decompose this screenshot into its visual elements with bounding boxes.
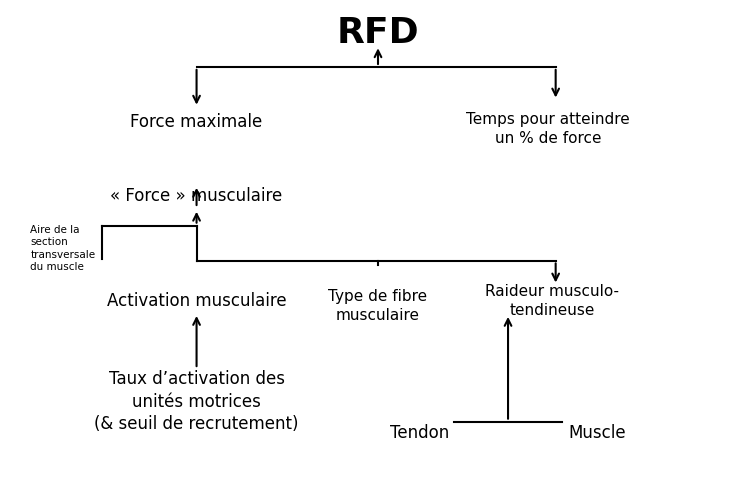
Text: Force maximale: Force maximale bbox=[131, 113, 262, 131]
Text: Type de fibre
musculaire: Type de fibre musculaire bbox=[328, 289, 428, 323]
Text: Temps pour atteindre
un % de force: Temps pour atteindre un % de force bbox=[466, 112, 630, 146]
Text: Aire de la
section
transversale
du muscle: Aire de la section transversale du muscl… bbox=[30, 225, 95, 272]
Text: RFD: RFD bbox=[336, 16, 420, 51]
Text: Taux d’activation des
unités motrices
(& seuil de recrutement): Taux d’activation des unités motrices (&… bbox=[94, 370, 299, 433]
Text: Activation musculaire: Activation musculaire bbox=[107, 292, 287, 310]
Text: Muscle: Muscle bbox=[569, 424, 626, 442]
Text: « Force » musculaire: « Force » musculaire bbox=[110, 187, 283, 205]
Text: Raideur musculo-
tendineuse: Raideur musculo- tendineuse bbox=[485, 284, 619, 318]
Text: Tendon: Tendon bbox=[390, 424, 449, 442]
